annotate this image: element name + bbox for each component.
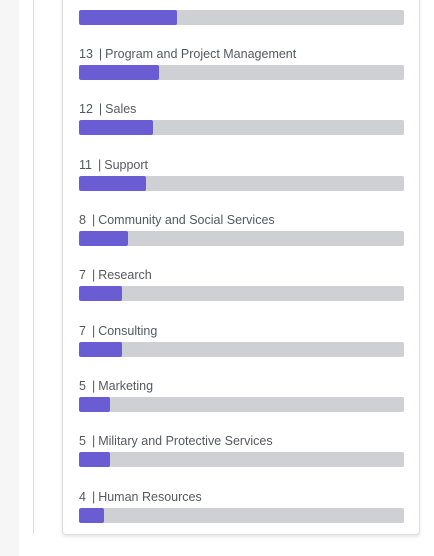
progress-track	[79, 10, 404, 25]
category-count: 5	[79, 434, 86, 448]
category-count: 7	[79, 324, 86, 338]
category-label: 11 | Support	[79, 157, 148, 173]
left-panel-edge	[0, 0, 19, 556]
category-name: Support	[104, 158, 149, 172]
progress-track	[79, 508, 404, 523]
progress-fill	[79, 452, 110, 467]
label-separator: |	[91, 268, 96, 282]
progress-fill	[79, 342, 122, 357]
category-card: 13 | Program and Project Management 12 | Sale…	[62, 0, 420, 535]
progress-track	[79, 342, 404, 357]
label-separator: |	[91, 213, 96, 227]
label-separator: |	[91, 324, 96, 338]
category-count: 7	[79, 268, 86, 282]
progress-track	[79, 286, 404, 301]
category-label: 7 | Consulting	[79, 323, 157, 339]
category-label: 7 | Research	[79, 267, 152, 283]
category-label: 5 | Marketing	[79, 378, 153, 394]
category-name: Research	[98, 268, 152, 282]
progress-fill	[79, 508, 104, 523]
progress-track	[79, 231, 404, 246]
category-label: 5 | Military and Protective Services	[79, 433, 273, 449]
label-separator: |	[98, 102, 103, 116]
progress-track	[79, 176, 404, 191]
left-divider	[33, 0, 34, 534]
category-label: 4 | Human Resources	[79, 489, 202, 505]
label-separator: |	[91, 379, 96, 393]
category-label: 8 | Community and Social Services	[79, 212, 275, 228]
category-count: 4	[79, 490, 86, 504]
category-label: 12 | Sales	[79, 101, 136, 117]
label-separator: |	[91, 434, 96, 448]
progress-fill	[79, 397, 110, 412]
progress-fill	[79, 231, 129, 246]
progress-track	[79, 452, 404, 467]
progress-fill	[79, 286, 122, 301]
category-name: Military and Protective Services	[98, 434, 273, 448]
progress-track	[79, 120, 404, 135]
category-name: Program and Project Management	[105, 47, 297, 61]
category-name: Sales	[105, 102, 137, 116]
label-separator: |	[98, 47, 103, 61]
category-name: Community and Social Services	[98, 213, 275, 227]
category-label: 13 | Program and Project Management	[79, 46, 296, 62]
category-name: Human Resources	[98, 490, 202, 504]
category-name: Consulting	[98, 324, 158, 338]
category-count: 5	[79, 379, 86, 393]
progress-track	[79, 65, 404, 80]
label-separator: |	[97, 158, 102, 172]
category-count: 11	[79, 158, 92, 172]
progress-fill	[79, 10, 178, 25]
category-count: 12	[79, 102, 93, 116]
progress-fill	[79, 176, 147, 191]
progress-track	[79, 397, 404, 412]
label-separator: |	[91, 490, 96, 504]
category-count: 13	[79, 47, 93, 61]
progress-fill	[79, 120, 153, 135]
progress-fill	[79, 65, 159, 80]
category-name: Marketing	[98, 379, 154, 393]
category-count: 8	[79, 213, 86, 227]
